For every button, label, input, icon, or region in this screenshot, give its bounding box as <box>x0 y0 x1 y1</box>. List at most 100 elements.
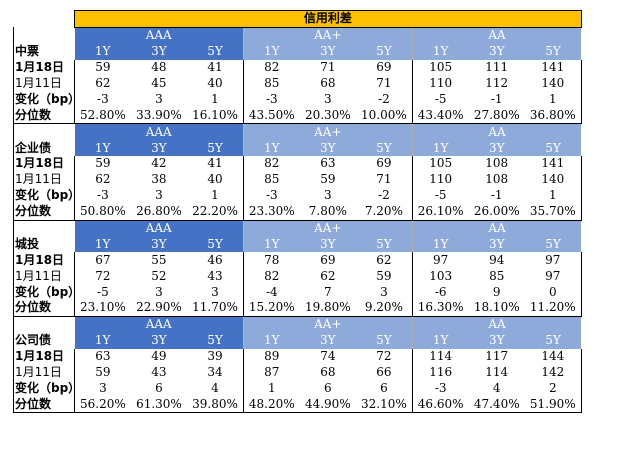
value-cell: 3 <box>211 284 219 299</box>
rating-header: AAA <box>74 316 244 333</box>
value-cell: 55 <box>151 252 167 267</box>
value-cell: 110 <box>411 171 469 188</box>
row-label: 分位数 <box>13 396 75 414</box>
row-label: 1月11日 <box>13 364 75 381</box>
value-cell: 69 <box>376 60 392 75</box>
tenor-header: 5Y <box>524 236 582 253</box>
value-cell: 11.70% <box>187 300 244 317</box>
value-cell: 78 <box>242 252 300 269</box>
row-label: 变化（bp） <box>13 380 75 397</box>
value-cell: 11.20% <box>524 300 582 317</box>
tenor-header: 5Y <box>187 140 244 157</box>
row-change: 变化（bp） -3 3 1 -3 3 -2 -5 -1 1 <box>13 187 582 204</box>
value-cell: 16.30% <box>411 300 469 317</box>
value-cell: -6 <box>411 284 469 301</box>
value-cell: 62 <box>376 252 392 267</box>
tenor-header: 3Y <box>299 140 356 157</box>
value-cell: 71 <box>376 172 392 187</box>
row-current: 1月18日 59 48 41 82 71 69 105 111 141 <box>13 59 582 76</box>
tenor-header: 3Y <box>130 140 188 157</box>
value-cell: -5 <box>411 91 469 108</box>
value-cell: 45 <box>151 76 167 90</box>
value-cell: 33.90% <box>130 107 188 125</box>
value-cell: 3 <box>324 188 332 203</box>
value-cell: 20.30% <box>299 107 356 125</box>
value-cell: 141 <box>524 156 582 172</box>
section-name: 中票 <box>13 43 75 60</box>
value-cell: 18.10% <box>468 300 525 317</box>
rating-header: AA <box>411 27 582 44</box>
value-cell: 97 <box>524 268 582 285</box>
value-cell: 3 <box>155 188 163 203</box>
rating-header: AAA <box>74 123 244 141</box>
tenor-header-row: 城投 1Y 3Y 5Y 1Y 3Y 5Y 1Y 3Y 5Y <box>13 236 582 253</box>
value-cell: 82 <box>242 156 300 172</box>
value-cell: 97 <box>411 252 469 269</box>
value-cell: 41 <box>207 156 223 171</box>
section-name: 城投 <box>13 236 75 253</box>
rating-header: AA+ <box>242 123 413 141</box>
value-cell: 72 <box>376 349 392 364</box>
tenor-header: 5Y <box>524 332 582 349</box>
value-cell: 43.50% <box>242 107 300 125</box>
value-cell: 26.10% <box>411 203 469 221</box>
tenor-header: 3Y <box>130 332 188 349</box>
tenor-header: 1Y <box>242 140 300 157</box>
value-cell: 10.00% <box>355 107 413 125</box>
value-cell: 56.20% <box>74 396 131 414</box>
rating-header: AA+ <box>242 316 413 333</box>
value-cell: -1 <box>490 91 503 106</box>
value-cell: 7.20% <box>355 203 413 221</box>
value-cell: 48.20% <box>242 396 300 414</box>
row-label: 变化（bp） <box>13 187 75 204</box>
value-cell: 82 <box>242 59 300 76</box>
value-cell: 47.40% <box>468 396 525 414</box>
row-previous: 1月11日 59 43 34 87 68 66 116 114 142 <box>13 364 582 381</box>
value-cell: -3 <box>242 187 300 204</box>
tenor-header: 1Y <box>242 43 300 60</box>
tenor-header-row: 中票 1Y 3Y 5Y 1Y 3Y 5Y 1Y 3Y 5Y <box>13 43 582 60</box>
value-cell: 40 <box>207 172 223 187</box>
value-cell: 3 <box>99 380 107 395</box>
value-cell: 114 <box>411 348 469 365</box>
value-cell: 51.90% <box>524 396 582 414</box>
tenor-header: 1Y <box>74 43 131 60</box>
tenor-header: 3Y <box>299 332 356 349</box>
header-blank-cell <box>13 123 75 141</box>
row-percentile: 分位数 56.20% 61.30% 39.80% 48.20% 44.90% 32.10% 4… <box>13 396 582 414</box>
value-cell: 111 <box>485 60 509 75</box>
value-cell: -3 <box>97 188 109 203</box>
tenor-header: 5Y <box>355 332 413 349</box>
tenor-header: 5Y <box>355 43 413 60</box>
value-cell: 34 <box>207 365 223 380</box>
tenor-header: 3Y <box>468 236 525 253</box>
value-cell: 97 <box>524 252 582 269</box>
value-cell: 105 <box>411 59 469 76</box>
value-cell: 108 <box>485 172 509 187</box>
table-title: 信用利差 <box>74 10 582 28</box>
value-cell: 32.10% <box>355 396 413 414</box>
row-previous: 1月11日 62 45 40 85 68 71 110 112 140 <box>13 75 582 92</box>
value-cell: 3 <box>155 91 163 106</box>
value-cell: 40 <box>207 76 223 90</box>
rating-header: AAA <box>74 220 244 237</box>
tenor-header: 1Y <box>242 332 300 349</box>
title-blank-cell <box>13 10 75 28</box>
title-row: 信用利差 <box>13 10 582 28</box>
row-label: 1月11日 <box>13 75 75 92</box>
value-cell: 62 <box>320 268 336 283</box>
tenor-header: 1Y <box>411 236 469 253</box>
value-cell: 4 <box>492 380 501 395</box>
value-cell: 74 <box>320 349 336 364</box>
value-cell: 112 <box>485 76 509 90</box>
value-cell: -4 <box>242 284 300 301</box>
value-cell: -1 <box>490 188 503 203</box>
value-cell: 68 <box>320 365 336 380</box>
row-current: 1月18日 67 55 46 78 69 62 97 94 97 <box>13 252 582 269</box>
value-cell: -2 <box>378 91 390 106</box>
value-cell: 59 <box>95 365 111 380</box>
row-label: 1月18日 <box>13 348 75 365</box>
row-percentile: 分位数 50.80% 26.80% 22.20% 23.30% 7.80% 7.20% 26.… <box>13 203 582 221</box>
row-label: 1月18日 <box>13 59 75 76</box>
value-cell: 59 <box>95 156 111 171</box>
